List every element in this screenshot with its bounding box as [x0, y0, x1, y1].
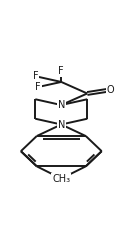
Text: F: F: [35, 82, 41, 92]
Text: N: N: [58, 120, 65, 129]
Text: CH₃: CH₃: [52, 174, 70, 184]
Text: O: O: [107, 85, 114, 95]
Text: F: F: [32, 71, 38, 81]
Text: N: N: [58, 100, 65, 110]
Text: F: F: [59, 66, 64, 76]
